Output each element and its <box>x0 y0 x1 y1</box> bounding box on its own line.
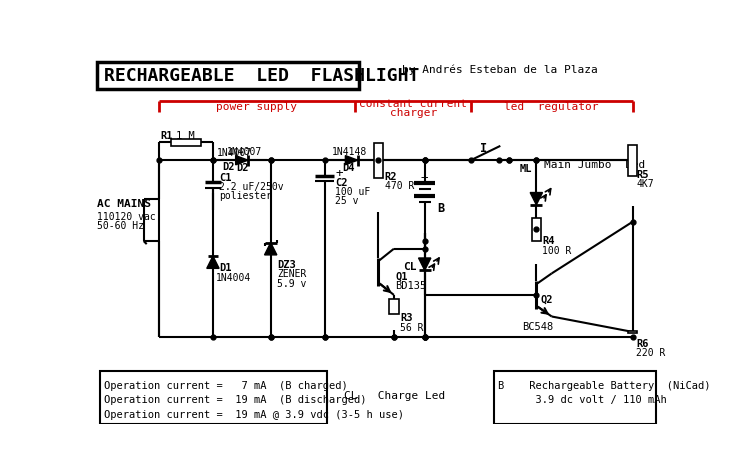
Text: Q1: Q1 <box>396 271 408 281</box>
Text: led  regulator: led regulator <box>504 102 599 112</box>
Text: 5.9 v: 5.9 v <box>277 278 306 288</box>
Text: R3: R3 <box>400 313 413 323</box>
Polygon shape <box>236 156 248 166</box>
Text: 1 M: 1 M <box>176 130 195 140</box>
Text: R1: R1 <box>161 130 173 140</box>
Polygon shape <box>264 243 277 255</box>
Text: Main Jumbo  Led: Main Jumbo Led <box>544 160 645 169</box>
Text: 2.2 uF/250v: 2.2 uF/250v <box>219 182 284 192</box>
Bar <box>100 371 327 424</box>
Text: 470 R: 470 R <box>385 180 414 190</box>
Text: R4: R4 <box>542 236 555 246</box>
Text: C1: C1 <box>219 173 232 183</box>
Text: AC MAINS: AC MAINS <box>98 198 151 208</box>
Text: D1: D1 <box>219 263 232 273</box>
Text: CL   Charge Led: CL Charge Led <box>344 390 445 400</box>
Text: BC548: BC548 <box>523 321 553 331</box>
Text: 25 v: 25 v <box>335 196 359 206</box>
Text: 100 R: 100 R <box>542 245 572 255</box>
Text: poliester: poliester <box>219 190 272 200</box>
Bar <box>628 331 637 334</box>
Text: RECHARGEABLE  LED  FLASHLIGHT: RECHARGEABLE LED FLASHLIGHT <box>103 67 419 85</box>
Bar <box>531 218 541 241</box>
Text: 4K7: 4K7 <box>636 179 654 189</box>
Text: 220 R: 220 R <box>636 347 666 357</box>
Text: C2: C2 <box>335 178 348 188</box>
Text: D2: D2 <box>222 162 235 172</box>
Text: I: I <box>480 142 487 155</box>
Text: DZ3: DZ3 <box>277 259 296 269</box>
Text: CL: CL <box>403 261 417 271</box>
Text: +: + <box>420 171 428 184</box>
Text: BD135: BD135 <box>396 280 426 290</box>
Text: by Andrés Esteban de la Plaza: by Andrés Esteban de la Plaza <box>401 64 597 75</box>
Text: D2: D2 <box>236 163 249 173</box>
Bar <box>171 139 201 147</box>
Text: R6: R6 <box>636 338 649 348</box>
Text: 100 uF: 100 uF <box>335 187 371 197</box>
Bar <box>494 371 655 424</box>
Text: B    Rechargeable Battery  (NiCad)
      3.9 dc volt / 110 mAh: B Rechargeable Battery (NiCad) 3.9 dc vo… <box>498 380 711 405</box>
Polygon shape <box>418 258 431 271</box>
Bar <box>628 146 637 176</box>
Polygon shape <box>207 257 219 269</box>
Text: R2: R2 <box>385 171 397 181</box>
Text: constant current: constant current <box>359 99 467 109</box>
Text: R5: R5 <box>636 169 649 179</box>
Text: 110120 vac: 110120 vac <box>98 211 156 221</box>
Text: charger: charger <box>390 108 437 118</box>
Bar <box>389 299 399 315</box>
Text: D4: D4 <box>342 163 355 173</box>
Text: +: + <box>335 167 343 179</box>
Bar <box>374 144 383 178</box>
Text: power supply: power supply <box>217 102 297 112</box>
Text: 1N4007: 1N4007 <box>227 147 262 157</box>
Text: 1N4148: 1N4148 <box>333 147 368 157</box>
Text: B: B <box>437 202 444 215</box>
Text: 1N4007: 1N4007 <box>217 148 252 158</box>
Bar <box>98 62 359 89</box>
Text: Q2: Q2 <box>540 294 553 304</box>
Text: 50-60 Hz: 50-60 Hz <box>98 220 145 230</box>
Text: Operation current =   7 mA  (B charged)
Operation current =  19 mA  (B discharge: Operation current = 7 mA (B charged) Ope… <box>103 380 404 419</box>
Polygon shape <box>530 193 542 206</box>
Text: ZENER: ZENER <box>277 269 306 279</box>
Text: ML: ML <box>520 164 532 174</box>
Text: 56 R: 56 R <box>400 322 424 332</box>
Text: 1N4004: 1N4004 <box>216 273 251 283</box>
Polygon shape <box>346 156 357 166</box>
